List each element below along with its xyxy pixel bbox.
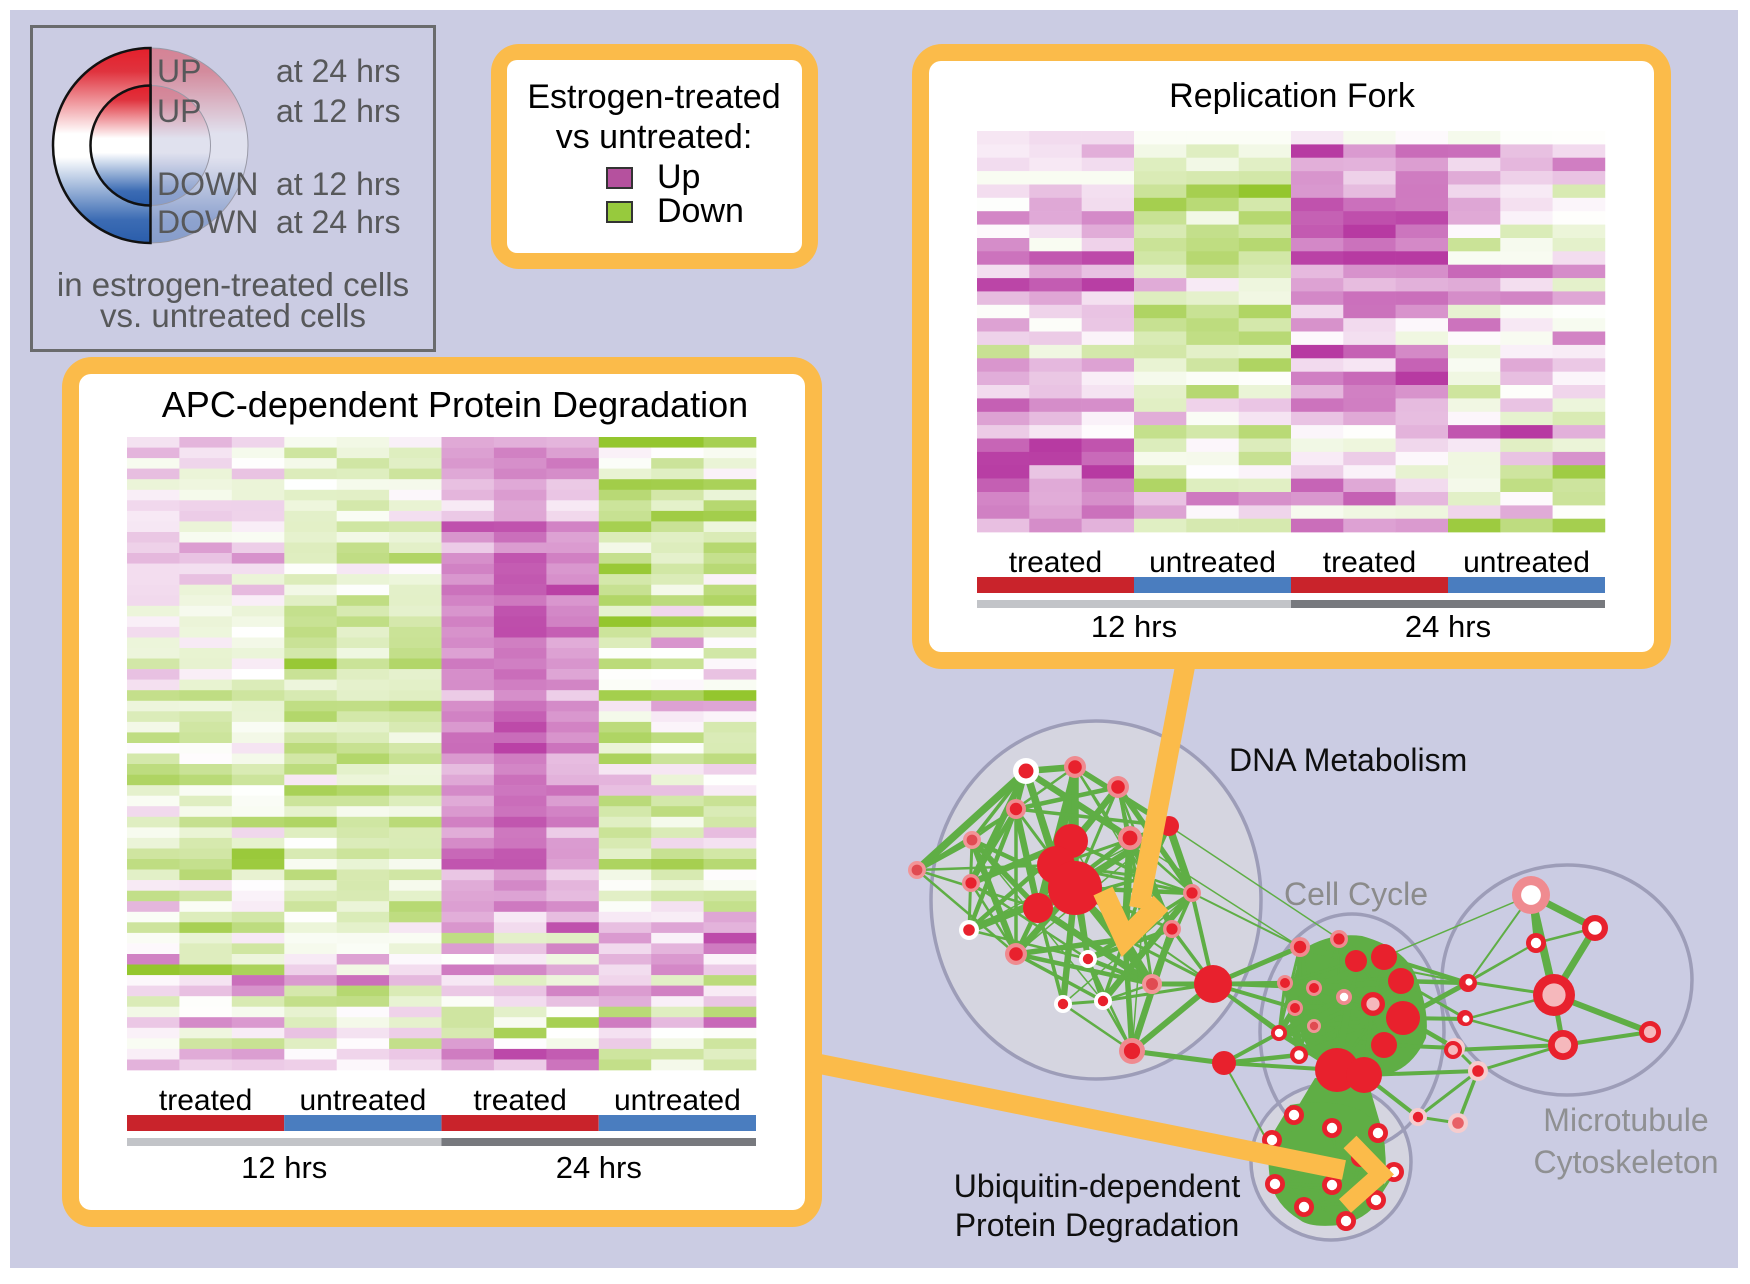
svg-text:at 12 hrs: at 12 hrs (276, 93, 401, 129)
svg-text:APC-dependent Protein Degradat: APC-dependent Protein Degradation (162, 384, 748, 425)
svg-text:DOWN: DOWN (157, 166, 258, 202)
svg-text:untreated: untreated (1463, 546, 1590, 579)
svg-text:at 24 hrs: at 24 hrs (276, 53, 401, 89)
svg-text:Estrogen-treated: Estrogen-treated (527, 78, 780, 116)
svg-text:Protein Degradation: Protein Degradation (955, 1207, 1240, 1243)
svg-text:treated: treated (1009, 546, 1102, 579)
svg-text:vs untreated:: vs untreated: (556, 118, 753, 156)
svg-text:untreated: untreated (300, 1084, 427, 1117)
svg-text:24 hrs: 24 hrs (556, 1150, 642, 1185)
svg-text:treated: treated (473, 1084, 566, 1117)
svg-text:DOWN: DOWN (157, 204, 258, 240)
svg-text:untreated: untreated (614, 1084, 741, 1117)
svg-text:treated: treated (159, 1084, 252, 1117)
svg-text:Ubiquitin-dependent: Ubiquitin-dependent (954, 1168, 1241, 1204)
svg-text:at 24 hrs: at 24 hrs (276, 204, 401, 240)
svg-text:in estrogen-treated cells: in estrogen-treated cells (57, 266, 409, 303)
svg-text:Cell Cycle: Cell Cycle (1284, 876, 1428, 912)
svg-text:UP: UP (157, 53, 201, 89)
svg-text:treated: treated (1323, 546, 1416, 579)
svg-text:DNA Metabolism: DNA Metabolism (1229, 742, 1467, 778)
svg-text:vs. untreated cells: vs. untreated cells (100, 297, 366, 334)
svg-text:untreated: untreated (1149, 546, 1276, 579)
svg-text:UP: UP (157, 93, 201, 129)
svg-text:12 hrs: 12 hrs (241, 1150, 327, 1185)
svg-text:Up: Up (657, 158, 700, 196)
svg-text:Microtubule: Microtubule (1543, 1102, 1708, 1138)
svg-text:12 hrs: 12 hrs (1091, 609, 1177, 644)
svg-text:at 12 hrs: at 12 hrs (276, 166, 401, 202)
svg-text:24 hrs: 24 hrs (1405, 609, 1491, 644)
svg-text:Cytoskeleton: Cytoskeleton (1534, 1144, 1719, 1180)
svg-text:Down: Down (657, 192, 744, 230)
svg-text:Replication Fork: Replication Fork (1169, 77, 1416, 115)
